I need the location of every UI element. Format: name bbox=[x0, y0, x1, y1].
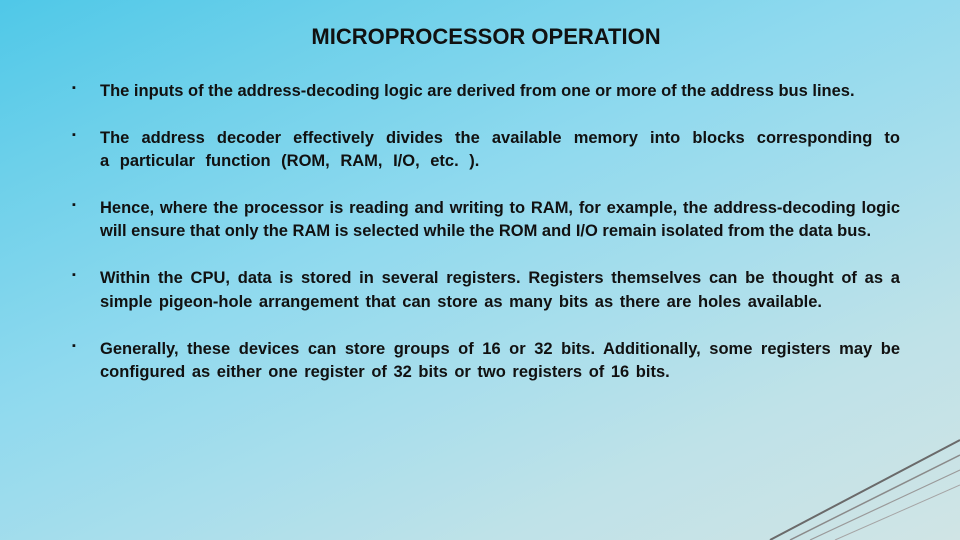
bullet-list: The inputs of the address-decoding logic… bbox=[72, 80, 900, 384]
bullet-item: The inputs of the address-decoding logic… bbox=[72, 80, 900, 103]
corner-decoration bbox=[740, 420, 960, 540]
bullet-item: Generally, these devices can store group… bbox=[72, 338, 900, 384]
bullet-item: The address decoder effectively divides … bbox=[72, 127, 900, 173]
slide-title: MICROPROCESSOR OPERATION bbox=[72, 24, 900, 50]
slide: MICROPROCESSOR OPERATION The inputs of t… bbox=[0, 0, 960, 540]
bullet-item: Within the CPU, data is stored in severa… bbox=[72, 267, 900, 313]
bullet-item: Hence, where the processor is reading an… bbox=[72, 197, 900, 243]
